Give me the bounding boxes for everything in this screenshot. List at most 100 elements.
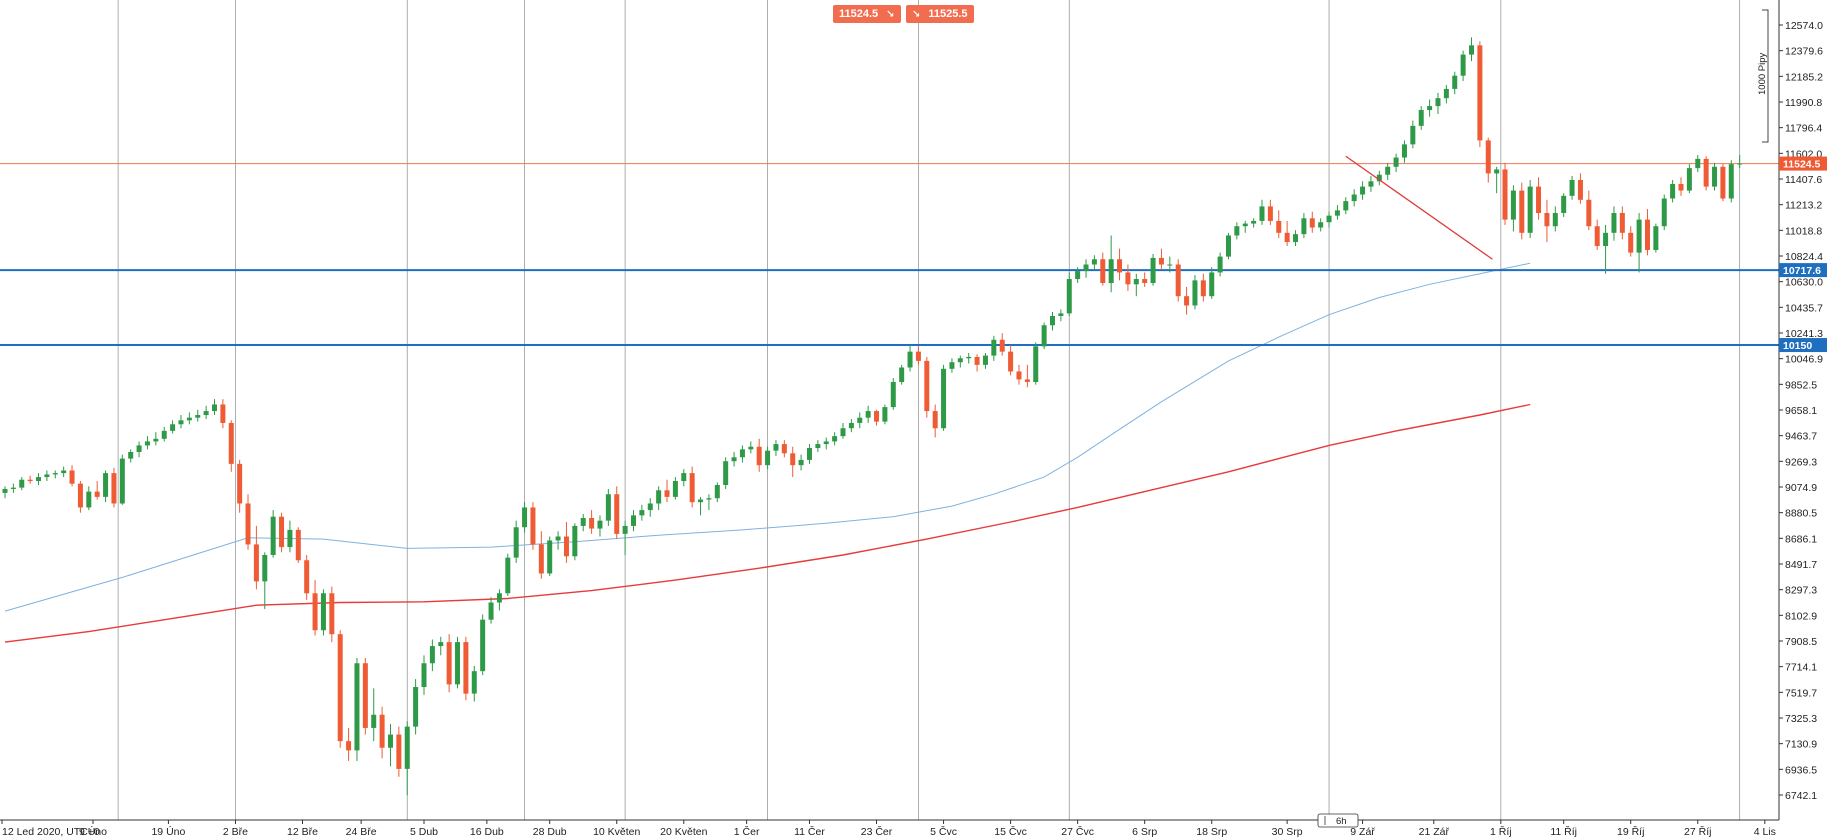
- candle: [1016, 364, 1022, 385]
- candle: [94, 481, 100, 500]
- candle: [404, 721, 410, 796]
- candle-body: [614, 494, 620, 534]
- candle-body: [77, 483, 83, 508]
- candle-body: [2, 488, 8, 493]
- x-tick-label: 12 Led 2020, UTC+0: [2, 826, 100, 838]
- sell-quote-button[interactable]: 11524.5 ↘: [833, 5, 901, 23]
- candle: [639, 504, 645, 521]
- candle: [563, 521, 569, 563]
- candle: [1142, 272, 1148, 287]
- candle-body: [941, 368, 947, 429]
- candle-body: [245, 503, 251, 545]
- candle-body: [228, 422, 234, 464]
- candle-body: [689, 473, 695, 503]
- candle: [1041, 322, 1047, 350]
- candle: [77, 481, 83, 513]
- candle-body: [94, 491, 100, 497]
- candle-body: [580, 518, 586, 526]
- candle: [1393, 153, 1399, 173]
- candle-body: [806, 448, 812, 460]
- candle: [899, 364, 905, 385]
- candle: [957, 355, 963, 368]
- scale-label: 1000 Pipy: [1757, 52, 1768, 95]
- candle: [547, 536, 553, 577]
- vertical-gridlines: [117, 0, 1741, 820]
- candle-body: [429, 646, 435, 664]
- buy-quote-button[interactable]: ↘ 11525.5: [906, 5, 974, 23]
- candle-body: [1737, 163, 1743, 165]
- candle-body: [27, 479, 33, 482]
- candle-body: [966, 356, 972, 359]
- y-tick-label: 12185.2: [1785, 71, 1823, 83]
- candle-body: [1720, 166, 1726, 199]
- candle: [647, 498, 653, 517]
- candle: [974, 354, 980, 372]
- candle: [262, 552, 268, 610]
- candle: [237, 459, 243, 513]
- candle: [488, 597, 494, 624]
- axes: [0, 0, 1780, 821]
- candle-body: [1569, 180, 1575, 196]
- candle-body: [36, 477, 42, 482]
- candle-body: [186, 417, 192, 421]
- candle-body: [1184, 296, 1190, 306]
- candle: [337, 630, 343, 748]
- x-tick-label: 28 Dub: [533, 826, 567, 838]
- candle-body: [1401, 144, 1407, 158]
- candle: [396, 726, 402, 777]
- y-tick-label: 6742.1: [1785, 790, 1817, 802]
- y-tick-label: 12574.0: [1785, 20, 1823, 32]
- candle: [1368, 176, 1374, 192]
- candle: [362, 657, 368, 735]
- candle: [1125, 264, 1131, 291]
- candle-body: [790, 453, 796, 466]
- candle: [1686, 164, 1692, 194]
- candle-body: [538, 544, 544, 574]
- candle: [1192, 275, 1198, 310]
- candle-body: [605, 494, 611, 521]
- candle-body: [1385, 166, 1391, 175]
- candle-body: [421, 663, 427, 688]
- candle-body: [1192, 280, 1198, 306]
- horizontal-levels[interactable]: [0, 163, 1779, 347]
- candle: [1594, 219, 1600, 250]
- candle-body: [1393, 157, 1399, 167]
- candle-body: [1150, 257, 1156, 283]
- y-tick-label: 10630.0: [1785, 277, 1823, 289]
- candle: [882, 404, 888, 425]
- candle-body: [1066, 279, 1072, 314]
- candle: [1603, 224, 1609, 274]
- candle-body: [672, 481, 678, 497]
- candle-body: [337, 634, 343, 742]
- candle: [1737, 154, 1743, 169]
- candle-body: [1552, 213, 1558, 227]
- trendline[interactable]: [1345, 155, 1493, 260]
- candle: [840, 422, 846, 439]
- candle: [1184, 286, 1190, 315]
- buy-price: 11525.5: [928, 8, 968, 20]
- candle: [1309, 211, 1315, 233]
- candle: [1401, 140, 1407, 163]
- candle-body: [471, 671, 477, 694]
- candle-body: [647, 503, 653, 511]
- candle-body: [639, 510, 645, 516]
- y-tick-label: 10046.9: [1785, 354, 1823, 366]
- candle: [714, 482, 720, 503]
- trendline-segment[interactable]: [1345, 155, 1493, 260]
- candle-body: [924, 360, 930, 412]
- candle-body: [1619, 213, 1625, 233]
- price-tags: 10717.6 10150 11524.5: [1779, 156, 1827, 353]
- x-tick-label: 5 Dub: [410, 826, 438, 838]
- timeframe-badge[interactable]: 6h: [1317, 813, 1359, 828]
- candle-body: [1343, 201, 1349, 211]
- candle: [1678, 177, 1684, 196]
- candle: [1251, 218, 1257, 228]
- y-tick-label: 8297.3: [1785, 585, 1817, 597]
- x-tick-label: 12 Bře: [287, 826, 318, 838]
- candle-body: [1091, 259, 1097, 265]
- candle-body: [815, 444, 821, 449]
- candle: [228, 420, 234, 472]
- candle: [1058, 309, 1064, 322]
- candle: [1200, 273, 1206, 302]
